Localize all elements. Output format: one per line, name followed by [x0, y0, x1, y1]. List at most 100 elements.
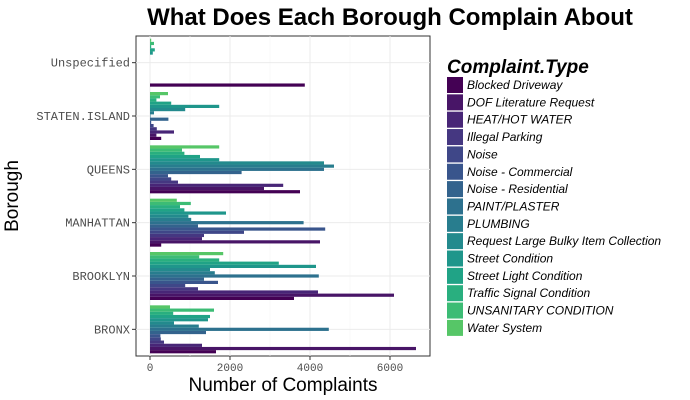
bar-staten-island-10: [150, 104, 220, 108]
x-axis-ticks: 0 2000 4000 6000: [147, 356, 403, 375]
legend-key: [447, 267, 463, 284]
legend-key: [447, 163, 463, 180]
bar-brooklyn-0: [150, 296, 294, 300]
bar-bronx-12: [150, 311, 174, 315]
bar-manhattan-6: [150, 224, 198, 228]
legend-key: [447, 198, 463, 215]
legend-label: DOF Literature Request: [467, 95, 595, 109]
y-tick-label: Unspecified: [51, 57, 130, 71]
legend-key: [447, 77, 463, 93]
legend-key: [447, 146, 463, 163]
bar-unspecified-13: [150, 41, 154, 46]
bar-manhattan-8: [150, 217, 192, 222]
bar-brooklyn-5: [150, 280, 218, 284]
bar-queens-0: [150, 190, 300, 194]
bar-staten-island-6: [150, 117, 169, 121]
bar-unspecified-0: [150, 83, 305, 87]
legend-label: Traffic Signal Condition: [467, 286, 590, 300]
bar-bronx-14: [150, 305, 170, 309]
legend-label: Street Condition: [467, 252, 553, 266]
bar-staten-island-0: [150, 136, 162, 140]
bar-brooklyn-12: [150, 258, 220, 262]
bar-queens-2: [150, 183, 284, 187]
bar-bronx-10: [150, 318, 208, 322]
bar-brooklyn-11: [150, 261, 279, 265]
y-tick-label: BROOKLYN: [72, 270, 130, 284]
bar-unspecified-12: [150, 45, 152, 49]
bar-queens-5: [150, 174, 168, 178]
bar-staten-island-5: [150, 120, 152, 124]
chart-title: What Does Each Borough Complain About: [147, 4, 633, 31]
bar-unspecified-14: [150, 38, 152, 42]
legend-label: Blocked Driveway: [467, 78, 563, 92]
bar-bronx-9: [150, 321, 174, 325]
bar-staten-island-2: [150, 130, 174, 134]
legend-key: [447, 111, 463, 128]
legend-label: Request Large Bulky Item Collection: [467, 234, 661, 248]
bar-manhattan-13: [150, 201, 191, 206]
bar-unspecified-11: [150, 48, 155, 52]
bar-queens-1: [150, 186, 264, 191]
legend-label: HEAT/HOT WATER: [467, 113, 573, 127]
legend-label: Water System: [467, 321, 542, 335]
legend-label: PAINT/PLASTER: [467, 199, 560, 213]
bar-bronx-3: [150, 340, 164, 344]
bar-manhattan-3: [150, 233, 204, 238]
bar-bronx-6: [150, 330, 206, 335]
bar-brooklyn-10: [150, 264, 316, 268]
bar-brooklyn-3: [150, 287, 198, 291]
bar-manhattan-14: [150, 198, 177, 202]
legend-key: [447, 215, 463, 232]
bar-brooklyn-14: [150, 252, 224, 256]
legend-key: [447, 129, 463, 146]
bar-bronx-13: [150, 308, 214, 312]
y-tick-label: QUEENS: [87, 163, 130, 177]
x-tick-label: 6000: [377, 363, 403, 375]
y-axis-title: Borough: [2, 160, 23, 232]
x-axis-title: Number of Complaints: [188, 375, 377, 396]
legend-label: Street Light Condition: [467, 269, 583, 283]
y-tick-label: BRONX: [94, 323, 130, 337]
bars-layer: [150, 38, 416, 354]
bar-staten-island-9: [150, 108, 186, 112]
bar-manhattan-11: [150, 208, 185, 212]
legend-label: UNSANITARY CONDITION: [467, 304, 614, 318]
bar-staten-island-7: [150, 114, 151, 118]
bar-brooklyn-9: [150, 268, 210, 272]
legend-label: PLUMBING: [467, 217, 530, 231]
bar-queens-13: [150, 148, 182, 152]
bar-manhattan-2: [150, 237, 202, 241]
legend-label: Noise: [467, 147, 498, 161]
legend-key: [447, 302, 463, 319]
bar-manhattan-4: [150, 230, 244, 234]
bar-staten-island-1: [150, 133, 157, 137]
bar-manhattan-9: [150, 214, 189, 218]
bar-queens-9: [150, 161, 324, 165]
bar-brooklyn-8: [150, 271, 215, 275]
bar-bronx-5: [150, 334, 161, 338]
bar-brooklyn-1: [150, 293, 394, 297]
bar-staten-island-4: [150, 124, 154, 128]
bar-queens-11: [150, 154, 200, 159]
bar-queens-3: [150, 180, 178, 184]
bar-queens-8: [150, 164, 334, 168]
bar-bronx-11: [150, 314, 210, 319]
bar-queens-4: [150, 177, 172, 181]
bar-manhattan-10: [150, 211, 226, 215]
bar-staten-island-11: [150, 101, 172, 105]
x-tick-label: 2000: [217, 363, 243, 375]
bar-staten-island-13: [150, 95, 160, 99]
legend-key: [447, 94, 463, 111]
legend-key: [447, 250, 463, 267]
legend-label: Noise - Commercial: [467, 165, 573, 179]
legend-label: Noise - Residential: [467, 182, 568, 196]
legend-key: [447, 233, 463, 250]
bar-manhattan-5: [150, 227, 326, 231]
x-tick-label: 0: [147, 363, 154, 375]
bar-brooklyn-7: [150, 274, 319, 278]
bar-brooklyn-4: [150, 284, 186, 288]
y-tick-label: MANHATTAN: [65, 217, 130, 231]
y-tick-label: STATEN.ISLAND: [36, 110, 130, 124]
bar-staten-island-14: [150, 92, 168, 96]
